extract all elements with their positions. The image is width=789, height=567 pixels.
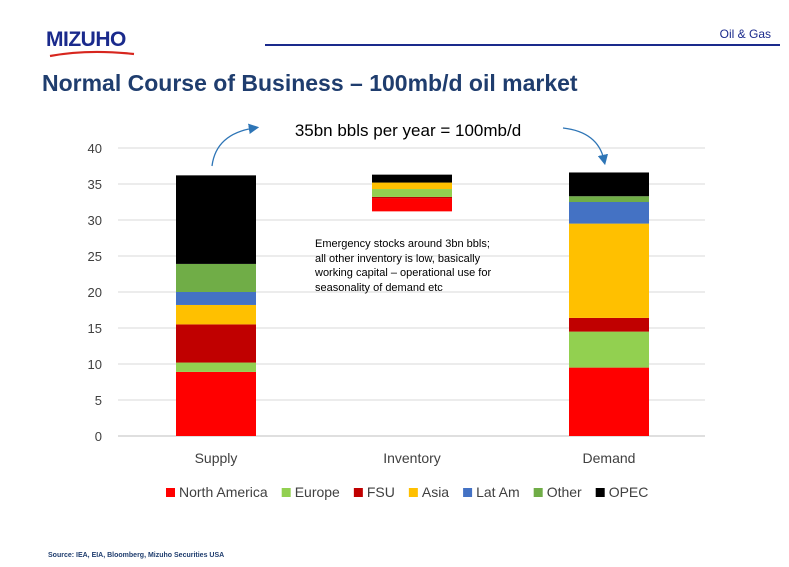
annotation-line: working capital – operational use for xyxy=(315,267,492,279)
source-note: Source: IEA, EIA, Bloomberg, Mizuho Secu… xyxy=(48,552,225,559)
bar-segment xyxy=(569,317,649,332)
legend-label: Other xyxy=(547,484,582,500)
bar-segment xyxy=(569,367,649,436)
y-tick-label: 10 xyxy=(88,357,102,372)
bar-segment xyxy=(569,196,649,202)
y-tick-label: 15 xyxy=(88,321,102,336)
y-tick-label: 30 xyxy=(88,213,102,228)
mizuho-logo: MIZUHO xyxy=(46,28,126,51)
legend-swatch xyxy=(408,488,418,497)
legend-swatch xyxy=(353,488,363,497)
arrow-demand-icon xyxy=(562,127,608,166)
logo-swoosh-icon xyxy=(49,50,135,58)
y-tick-label: 5 xyxy=(95,393,102,408)
y-tick-label: 35 xyxy=(88,177,102,192)
header-rule xyxy=(265,44,780,46)
legend-swatch xyxy=(166,488,175,497)
y-tick-label: 25 xyxy=(88,249,102,264)
inventory-segment xyxy=(372,198,452,212)
annotation-line: Emergency stocks around 3bn bbls; xyxy=(315,238,490,250)
y-tick-label: 0 xyxy=(95,429,102,444)
legend-label: Asia xyxy=(422,484,449,500)
bar-segment xyxy=(176,362,256,372)
inventory-segment xyxy=(372,189,452,197)
inventory-segment xyxy=(372,174,452,183)
x-category-label: Demand xyxy=(583,450,636,466)
bar-segment xyxy=(176,292,256,305)
slide-title: Normal Course of Business – 100mb/d oil … xyxy=(42,70,578,96)
legend-label: Lat Am xyxy=(476,484,520,500)
annotation-top-label: 35bn bbls per year = 100mb/d xyxy=(295,121,521,140)
legend-swatch xyxy=(463,488,473,497)
y-tick-label: 20 xyxy=(88,285,102,300)
legend-label: Europe xyxy=(295,484,340,500)
section-label: Oil & Gas xyxy=(719,27,771,41)
arrow-supply-icon xyxy=(211,123,260,167)
annotation-line: all other inventory is low, basically xyxy=(315,252,481,265)
legend-label: North America xyxy=(179,484,268,500)
bar-segment xyxy=(569,223,649,318)
bar-segment xyxy=(176,324,256,363)
legend-label: OPEC xyxy=(609,484,649,500)
legend-label: FSU xyxy=(367,484,395,500)
legend-swatch xyxy=(533,488,543,497)
bar-segment xyxy=(176,263,256,292)
legend-swatch xyxy=(281,488,291,497)
annotation-line: seasonality of demand etc xyxy=(315,281,443,294)
bar-segment xyxy=(569,202,649,224)
x-category-label: Inventory xyxy=(383,450,441,466)
inventory-segment xyxy=(372,182,452,190)
inventory-segment xyxy=(372,196,452,199)
bar-segment xyxy=(176,175,256,264)
bar-segment xyxy=(176,304,256,325)
bar-segment xyxy=(569,331,649,368)
y-tick-label: 40 xyxy=(88,141,102,156)
bar-segment xyxy=(569,172,649,197)
legend-swatch xyxy=(595,488,605,497)
inventory-annotation: Emergency stocks around 3bn bbls; all ot… xyxy=(315,237,535,295)
bar-segment xyxy=(176,371,256,436)
x-category-label: Supply xyxy=(195,450,238,466)
